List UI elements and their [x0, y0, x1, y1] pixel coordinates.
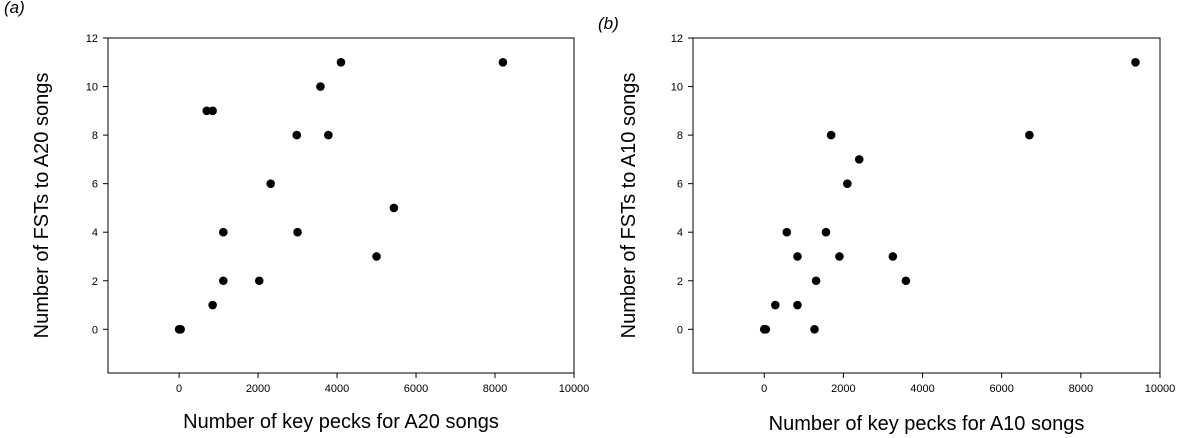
plot-frame	[107, 37, 575, 374]
data-point	[826, 130, 836, 140]
data-point	[219, 227, 228, 237]
data-point	[219, 276, 228, 286]
data-point	[254, 276, 264, 286]
x-axis-title: Number of key pecks for A10 songs	[769, 413, 1085, 435]
data-point	[793, 252, 802, 261]
data-point	[1025, 130, 1034, 140]
data-point	[498, 57, 508, 67]
x-tick-label: 8000	[483, 383, 507, 395]
data-point	[372, 252, 381, 261]
data-point	[810, 325, 819, 334]
data-point	[821, 227, 831, 237]
data-point	[176, 325, 185, 334]
panel-label: (b)	[598, 14, 619, 33]
y-tick-label: 6	[92, 179, 98, 191]
data-point	[782, 227, 792, 237]
x-tick-label: 8000	[1069, 383, 1093, 395]
y-tick-label: 10	[86, 82, 98, 94]
data-point	[793, 300, 802, 310]
data-point	[389, 203, 399, 213]
data-point	[854, 155, 864, 164]
data-point	[208, 300, 217, 310]
x-tick-label: 0	[761, 383, 767, 395]
data-point	[208, 106, 217, 116]
data-point	[336, 57, 346, 67]
chart-panel-1: 0 2000 4000 6000 8000 10000 0 2 4 6 8 10 12 Number of…	[4, 0, 589, 433]
y-tick-label: 4	[92, 227, 98, 239]
x-tick-label: 4000	[910, 383, 934, 395]
y-tick-label: 10	[671, 82, 683, 94]
data-point	[835, 252, 844, 261]
data-point	[761, 325, 771, 334]
data-point	[202, 106, 212, 116]
x-tick-label: 6000	[404, 383, 428, 395]
x-tick-label: 10000	[559, 383, 590, 395]
data-point	[901, 276, 911, 286]
y-tick-label: 4	[677, 227, 683, 239]
y-tick-label: 6	[677, 179, 683, 191]
panel-label: (a)	[4, 0, 25, 17]
x-tick-label: 2000	[831, 383, 855, 395]
data-point	[292, 130, 302, 140]
y-axis-title: Number of FSTs to A10 songs	[618, 73, 640, 339]
data-point	[266, 179, 276, 188]
y-tick-label: 0	[92, 324, 98, 336]
x-tick-label: 10000	[1145, 383, 1176, 395]
data-point	[888, 252, 898, 261]
y-tick-label: 12	[86, 33, 98, 45]
y-tick-label: 12	[671, 33, 683, 45]
data-point	[771, 300, 780, 310]
plot-frame	[692, 37, 1161, 374]
data-point	[316, 82, 325, 91]
y-tick-label: 0	[677, 324, 683, 336]
x-axis-title: Number of key pecks for A20 songs	[183, 411, 499, 433]
y-tick-label: 8	[677, 130, 683, 142]
y-axis-title: Number of FSTs to A20 songs	[31, 73, 53, 339]
x-tick-label: 2000	[246, 383, 270, 395]
data-point	[811, 276, 821, 286]
data-point	[843, 179, 852, 188]
data-point	[1131, 57, 1140, 67]
y-tick-label: 8	[92, 130, 98, 142]
chart-panel-2: 0 2000 4000 6000 8000 10000 0 2 4 6 8 10 12 Number of…	[598, 14, 1175, 435]
x-tick-label: 0	[176, 383, 182, 395]
y-tick-label: 2	[677, 276, 683, 288]
y-tick-label: 2	[92, 276, 98, 288]
x-tick-label: 6000	[989, 383, 1013, 395]
data-point	[324, 130, 333, 140]
x-tick-label: 4000	[325, 383, 349, 395]
data-point	[293, 227, 302, 237]
